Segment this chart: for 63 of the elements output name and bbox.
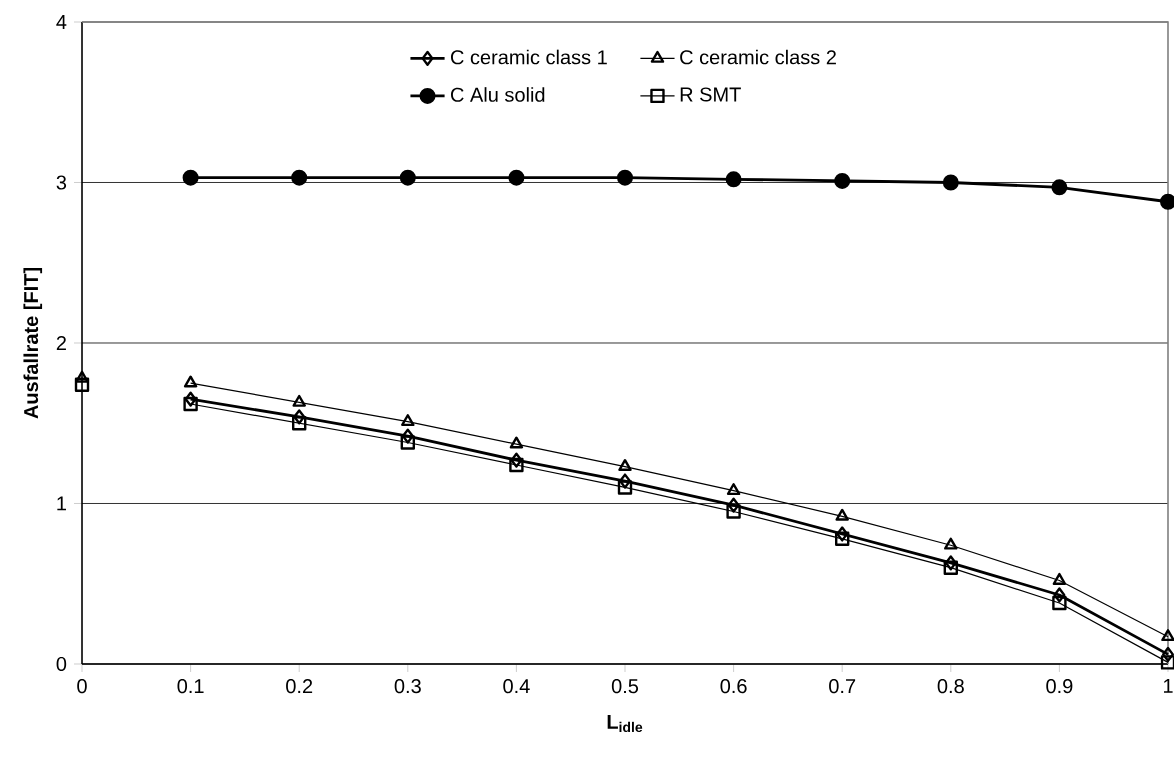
point bbox=[292, 416, 307, 431]
point bbox=[943, 560, 958, 575]
legend-label: C Alu solid bbox=[450, 87, 545, 102]
point bbox=[726, 483, 741, 496]
point bbox=[399, 169, 416, 186]
x-tick-label: 0.9 bbox=[1046, 679, 1073, 694]
point bbox=[183, 396, 198, 412]
point bbox=[618, 458, 632, 471]
point bbox=[726, 504, 741, 519]
y-axis-title: Ausfallrate [FIT] bbox=[23, 268, 43, 419]
y-tick-label: 4 bbox=[56, 15, 67, 29]
point bbox=[944, 537, 958, 550]
point bbox=[509, 457, 524, 473]
point bbox=[401, 428, 414, 444]
point bbox=[944, 555, 957, 571]
point bbox=[1161, 629, 1174, 642]
point bbox=[74, 377, 90, 392]
point bbox=[942, 174, 959, 191]
point bbox=[509, 436, 524, 449]
x-tick-label: 0.1 bbox=[177, 679, 204, 694]
point bbox=[508, 169, 525, 186]
x-tick-label: 0.8 bbox=[937, 679, 964, 694]
point bbox=[292, 394, 306, 407]
legend-label: C ceramic class 1 bbox=[450, 49, 607, 65]
point bbox=[835, 531, 850, 546]
point bbox=[619, 473, 631, 489]
point bbox=[291, 169, 308, 186]
point bbox=[183, 375, 198, 388]
x-tick-label: 0.5 bbox=[611, 679, 639, 694]
point bbox=[834, 172, 851, 189]
point bbox=[617, 169, 633, 186]
point bbox=[725, 171, 742, 188]
legend-label: R SMT bbox=[680, 87, 741, 102]
point bbox=[510, 452, 523, 468]
point bbox=[184, 391, 197, 407]
x-tick-label: 0.3 bbox=[394, 679, 421, 694]
x-tick-label: 0.6 bbox=[720, 679, 747, 694]
point bbox=[75, 370, 89, 383]
y-tick-label: 0 bbox=[56, 656, 67, 672]
point bbox=[1052, 572, 1067, 585]
y-tick-label: 1 bbox=[57, 496, 66, 511]
point bbox=[835, 508, 849, 521]
x-axis-title: L$_{idle}$ bbox=[607, 714, 643, 733]
point bbox=[1053, 587, 1066, 603]
point bbox=[1162, 646, 1174, 662]
point bbox=[1051, 179, 1068, 196]
legend-label: C ceramic class 2 bbox=[680, 49, 836, 65]
y-tick-label: 2 bbox=[56, 336, 66, 350]
point bbox=[401, 414, 415, 427]
x-tick-label: 0.7 bbox=[829, 679, 856, 694]
point bbox=[727, 497, 740, 513]
point bbox=[182, 169, 199, 186]
x-tick-label: 0 bbox=[77, 679, 87, 694]
point bbox=[1160, 655, 1174, 670]
point bbox=[836, 526, 849, 542]
x-tick-label: 1 bbox=[1163, 679, 1173, 693]
x-tick-label: 0.4 bbox=[503, 679, 530, 694]
point bbox=[1052, 595, 1067, 611]
point bbox=[293, 409, 306, 425]
x-tick-label: 0.2 bbox=[286, 679, 313, 694]
y-tick-label: 3 bbox=[56, 175, 67, 190]
point bbox=[617, 480, 633, 495]
point bbox=[400, 435, 415, 450]
